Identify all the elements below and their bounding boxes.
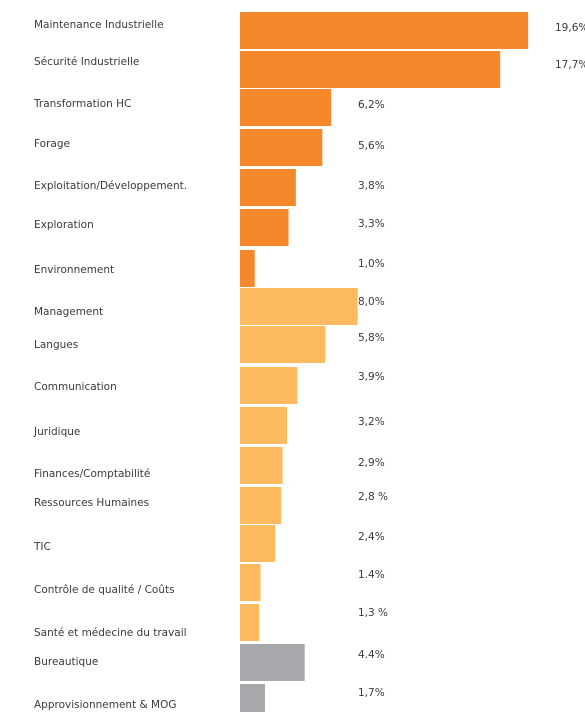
value-label: 5,8%: [358, 332, 385, 344]
category-label: Juridique: [33, 426, 80, 438]
bar: [240, 525, 276, 562]
value-label: 4.4%: [358, 649, 385, 661]
bar: [240, 209, 289, 246]
value-label: 3,8%: [358, 180, 385, 192]
category-label: Ressources Humaines: [34, 497, 149, 509]
value-label: 1.4%: [358, 569, 385, 581]
bar: [240, 326, 326, 363]
category-label: Contrôle de qualité / Coûts: [34, 584, 175, 596]
category-label: Bureautique: [34, 656, 98, 668]
value-label: 2,8 %: [358, 491, 388, 503]
bar: [240, 51, 501, 88]
category-label: Management: [34, 306, 103, 318]
value-label: 1,7%: [358, 687, 385, 699]
bar: [240, 129, 323, 166]
bar: [240, 407, 288, 444]
value-label: 3,3%: [358, 218, 385, 230]
category-label: Exploration: [34, 219, 94, 231]
value-label: 1,3 %: [358, 607, 388, 619]
value-label: 3,9%: [358, 371, 385, 383]
category-label: Transformation HC: [33, 98, 131, 110]
bar: [240, 487, 282, 524]
bar: [240, 89, 332, 126]
bar: [240, 12, 529, 49]
value-label: 1,0%: [358, 258, 385, 270]
value-label: 2,9%: [358, 457, 385, 469]
category-label: Sécurité Industrielle: [34, 56, 139, 68]
category-label: Forage: [34, 138, 70, 150]
value-label: 5,6%: [358, 140, 385, 152]
bar: [240, 288, 358, 325]
category-label: TIC: [33, 541, 51, 553]
category-label: Santé et médecine du travail: [34, 627, 187, 639]
bar: [240, 684, 265, 712]
category-label: Maintenance Industrielle: [34, 19, 164, 31]
bar: [240, 250, 255, 287]
bar: [240, 367, 298, 404]
category-label: Langues: [34, 339, 78, 351]
value-label: 2,4%: [358, 531, 385, 543]
value-label: 8,0%: [358, 296, 385, 308]
bar: [240, 604, 260, 641]
bar: [240, 169, 296, 206]
category-label: Finances/Comptabilité: [34, 468, 150, 480]
bar: [240, 447, 283, 484]
value-label: 3,2%: [358, 416, 385, 428]
category-label: Communication: [34, 381, 117, 393]
bar: [240, 564, 261, 601]
value-label: 6,2%: [358, 99, 385, 111]
value-label: 17,7%: [555, 59, 585, 71]
bar: [240, 644, 305, 681]
value-label: 19,6%: [555, 22, 585, 34]
category-label: Approvisionnement & MOG: [34, 699, 177, 711]
category-label: Exploitation/Développement.: [34, 180, 187, 192]
category-label: Environnement: [34, 264, 114, 276]
